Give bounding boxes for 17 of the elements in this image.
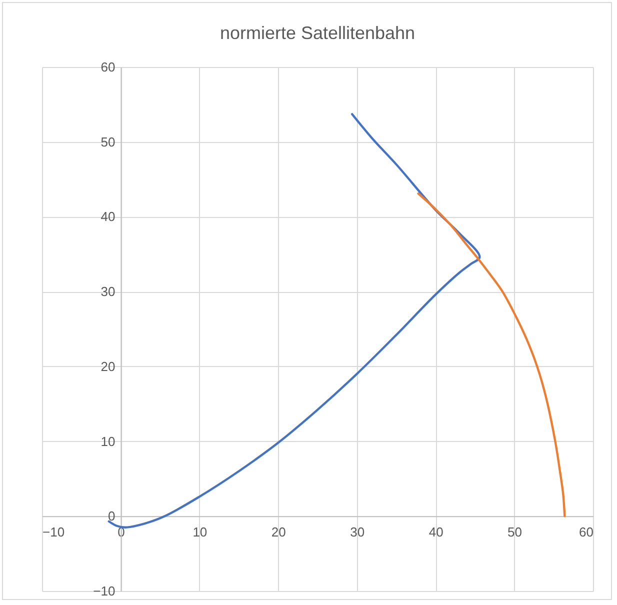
x-tick-label: 50	[508, 524, 522, 540]
line-series	[417, 192, 566, 518]
x-tick-label: 60	[579, 524, 594, 540]
y-tick-label: 40	[100, 209, 116, 224]
y-tick-label: 60	[100, 60, 116, 74]
y-tick-label: 50	[100, 134, 116, 150]
chart-title: normierte Satellitenbahn	[220, 23, 416, 43]
y-tick-label: 30	[100, 284, 116, 300]
x-tick-label: 30	[350, 524, 365, 540]
y-tick-label: 20	[100, 358, 116, 374]
x-tick-label: 40	[428, 524, 444, 540]
y-tick-label: 10	[100, 434, 116, 449]
x-tick-label: 10	[192, 524, 208, 540]
y-tick-label: 0	[108, 508, 116, 524]
x-tick-label: 20	[271, 524, 286, 540]
y-tick-label: −10	[93, 584, 116, 598]
x-tick-label: −10	[42, 524, 65, 540]
